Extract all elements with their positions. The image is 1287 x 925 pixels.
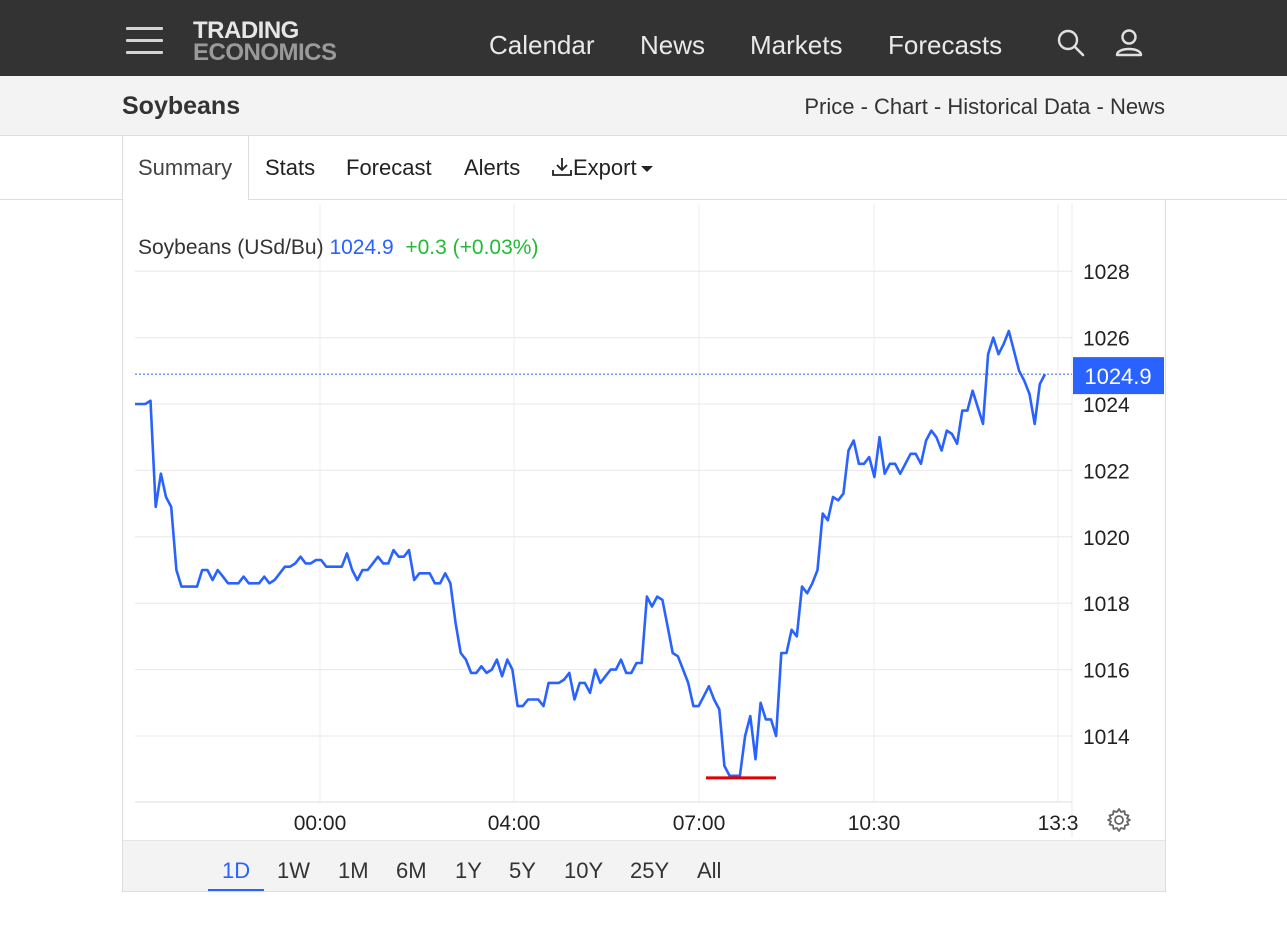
y-tick-label: 1028 [1083, 261, 1130, 284]
breadcrumb-separator: - [927, 94, 948, 119]
logo-line-1: TRADING [193, 17, 299, 44]
download-icon [552, 158, 572, 176]
breadcrumb-separator: - [1090, 94, 1110, 119]
y-tick-label: 1022 [1083, 460, 1130, 483]
tab-stats[interactable]: Stats [265, 155, 316, 180]
y-tick-label: 1026 [1083, 328, 1130, 351]
sub-header: Soybeans Price - Chart - Historical Data… [0, 76, 1287, 136]
tab-summary-box [122, 136, 249, 202]
x-tick-label: 07:00 [673, 812, 726, 835]
nav-link-markets[interactable]: Markets [750, 30, 843, 60]
tabs-row: Summary Stats Forecast Alerts Export [0, 136, 1287, 202]
last-value-box [1073, 357, 1164, 395]
range-1w[interactable]: 1W [277, 858, 310, 883]
tab-export-label: Export [573, 155, 637, 180]
range-1y[interactable]: 1Y [455, 858, 482, 883]
breadcrumb-separator: - [854, 94, 875, 119]
top-nav: TRADING ECONOMICS Calendar News Markets … [0, 0, 1287, 76]
series-line [135, 329, 1047, 778]
range-all[interactable]: All [697, 858, 722, 883]
logo-line-2: ECONOMICS [193, 39, 337, 66]
breadcrumb-chart[interactable]: Chart [874, 94, 928, 119]
legend-value: 1024.9 [329, 236, 394, 259]
nav-link-calendar[interactable]: Calendar [489, 30, 595, 60]
y-tick-label: 1014 [1083, 726, 1130, 749]
user-icon[interactable] [1115, 28, 1143, 58]
page-title: Soybeans [122, 92, 241, 120]
search-icon[interactable] [1056, 28, 1086, 58]
chevron-down-icon [640, 166, 653, 173]
range-25y[interactable]: 25Y [630, 858, 670, 883]
range-1m[interactable]: 1M [338, 858, 369, 883]
tab-summary[interactable]: Summary [138, 155, 233, 180]
range-bar: 1D 1W 1M 6M 1Y 5Y 10Y 25Y All [123, 840, 1165, 891]
last-value-label: 1024.9 [1084, 364, 1151, 389]
gear-icon[interactable] [1106, 807, 1132, 833]
range-1d[interactable]: 1D [222, 858, 251, 883]
active-range-indicator [208, 889, 264, 891]
menu-icon[interactable] [126, 27, 163, 55]
breadcrumb: Price - Chart - Historical Data - News [804, 94, 1165, 120]
y-tick-label: 1020 [1083, 527, 1130, 550]
y-tick-label: 1024 [1083, 394, 1130, 417]
x-tick-label: 00:00 [294, 812, 347, 835]
range-6m[interactable]: 6M [396, 858, 427, 883]
legend-name: Soybeans (USd/Bu) [138, 236, 324, 259]
chart-panel [122, 200, 1166, 892]
x-tick-label: 04:00 [488, 812, 541, 835]
breadcrumb-price[interactable]: Price [804, 94, 855, 119]
tab-export[interactable]: Export [551, 155, 653, 181]
tab-alerts[interactable]: Alerts [464, 155, 521, 180]
nav-link-forecasts[interactable]: Forecasts [888, 30, 1003, 60]
logo[interactable]: TRADING ECONOMICS [193, 17, 337, 66]
legend-change: +0.3 (+0.03%) [405, 236, 539, 259]
chart-legend: Soybeans (USd/Bu) 1024.9 +0.3 (+0.03%) [138, 236, 538, 260]
range-5y[interactable]: 5Y [509, 858, 536, 883]
range-10y[interactable]: 10Y [564, 858, 604, 883]
breadcrumb-historical-data[interactable]: Historical Data [947, 94, 1091, 119]
nav-link-news[interactable]: News [640, 30, 706, 60]
x-tick-label: 10:30 [848, 812, 901, 835]
y-tick-label: 1018 [1083, 593, 1130, 616]
x-tick-label: 13:3 [1038, 812, 1079, 835]
y-tick-label: 1016 [1083, 660, 1130, 683]
breadcrumb-news[interactable]: News [1109, 94, 1165, 119]
tab-forecast[interactable]: Forecast [346, 155, 432, 180]
